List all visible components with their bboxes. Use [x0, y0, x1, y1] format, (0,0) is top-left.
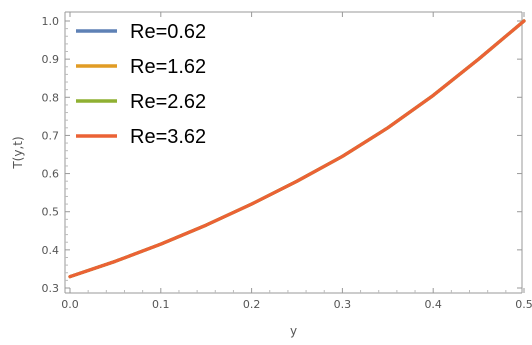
y-tick-label: 0.3	[42, 282, 60, 295]
y-ticks: 0.3 0.4 0.5 0.6 0.7 0.8 0.9 1.0	[42, 15, 522, 295]
y-axis-label: T(y,t)	[11, 136, 25, 169]
x-ticks: 0.0 0.1 0.2 0.3 0.4 0.5	[61, 12, 532, 311]
y-tick-label: 0.7	[42, 129, 60, 142]
legend-label: Re=0.62	[130, 21, 206, 43]
y-tick-label: 1.0	[42, 15, 60, 28]
y-tick-label: 0.5	[42, 206, 60, 219]
x-axis-label: y	[290, 324, 297, 338]
legend-label: Re=1.62	[130, 56, 206, 78]
y-tick-label: 0.4	[42, 244, 60, 257]
y-tick-label: 0.9	[42, 53, 60, 66]
series-line-4	[68, 19, 526, 279]
x-tick-label: 0.3	[334, 298, 352, 311]
axes	[64, 11, 523, 294]
x-tick-label: 0.1	[152, 298, 170, 311]
x-tick-label: 0.0	[61, 298, 79, 311]
x-tick-label: 0.4	[424, 298, 442, 311]
x-tick-label: 0.2	[243, 298, 261, 311]
series-lines	[68, 19, 526, 279]
y-tick-label: 0.8	[42, 91, 60, 104]
legend-label: Re=2.62	[130, 91, 206, 113]
x-tick-label: 0.5	[515, 298, 532, 311]
legend: Re=0.62 Re=1.62 Re=2.62 Re=3.62	[76, 21, 206, 148]
y-tick-label: 0.6	[42, 168, 60, 181]
legend-label: Re=3.62	[130, 126, 206, 148]
